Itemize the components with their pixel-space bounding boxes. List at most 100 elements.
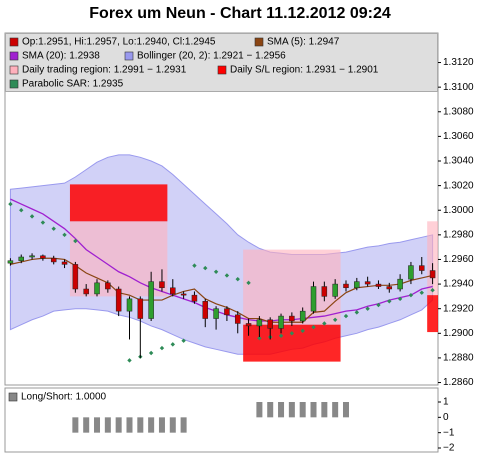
sar-point	[408, 292, 414, 298]
lower-plot: −2 −1 0 1 Long/Short: 1.0000	[8, 392, 455, 454]
candle-body	[234, 314, 241, 324]
sar-point	[203, 265, 208, 271]
y-tick-label: 1.3000	[443, 205, 474, 216]
legend-swatch	[217, 65, 227, 75]
y-tick-label: 1.3100	[443, 82, 474, 93]
sma5-line	[10, 257, 433, 323]
sar-point	[235, 276, 240, 282]
y-axis: 1.2860 1.2880 1.2900 1.2920 1.2940 1.2960 1.29…	[438, 57, 474, 388]
sar-point	[148, 350, 154, 356]
legend-swatch	[8, 392, 18, 402]
candle-body	[419, 265, 425, 271]
candle-body	[94, 282, 100, 295]
bar	[267, 402, 274, 418]
y-tick-label: 1.2880	[443, 353, 474, 364]
candle-body	[354, 281, 360, 289]
sar-point	[127, 358, 132, 363]
bar	[83, 417, 90, 433]
candle-body	[126, 298, 133, 312]
bar	[115, 417, 122, 433]
sar-point	[354, 310, 360, 315]
bar	[126, 417, 133, 433]
sar-point	[73, 238, 78, 244]
sar-point	[159, 345, 165, 351]
y-tick-label: 1.2940	[443, 279, 474, 290]
sl-region	[427, 295, 438, 333]
sar-point	[430, 288, 435, 293]
legend-label: Daily S/L region: 1.2931 − 1.2901	[230, 65, 379, 76]
candle-body	[332, 283, 338, 297]
candle-body	[83, 288, 89, 295]
legend-swatch	[9, 51, 19, 61]
bar	[310, 402, 317, 418]
sar-point	[300, 328, 305, 334]
y-tick-label: 1.3020	[443, 180, 474, 191]
y-tick-label: −2	[443, 443, 455, 454]
legend-label: SMA (5): 1.2947	[267, 37, 340, 48]
y-tick-label: 1.2860	[443, 377, 474, 388]
sar-point	[278, 333, 284, 338]
bar	[342, 402, 349, 418]
candle-body	[180, 293, 187, 296]
y-tick-label: 1.2980	[443, 229, 474, 240]
y-tick-label: 1.3040	[443, 156, 474, 167]
sar-point	[419, 290, 424, 295]
bar	[137, 417, 144, 433]
legend-background	[5, 33, 438, 92]
sar-point	[322, 321, 327, 326]
sar-point	[289, 331, 295, 336]
legend-swatch	[124, 51, 134, 61]
candle-body	[364, 281, 371, 285]
bar	[332, 402, 339, 418]
candle-body	[159, 281, 165, 289]
trading-region	[427, 221, 438, 296]
candle-body	[202, 301, 209, 319]
candle-body	[137, 298, 144, 319]
legend-label: Daily trading region: 1.2991 − 1.2931	[22, 65, 187, 76]
plot-area	[7, 154, 438, 363]
chart-title: Forex um Neun - Chart 11.12.2012 09:24	[89, 5, 391, 22]
legend-label: Bollinger (20, 2): 1.2921 − 1.2956	[137, 51, 286, 62]
candle-body	[375, 283, 382, 287]
y-tick-label: 1.3080	[443, 106, 474, 117]
sar-point	[257, 336, 262, 341]
candle-body	[191, 294, 198, 302]
sar-point	[8, 201, 13, 207]
candle-body	[170, 287, 176, 295]
sar-point	[224, 273, 230, 278]
legend: Op:1.2951, Hi:1.2957, Lo:1.2940, Cl:1.29…	[5, 33, 438, 92]
bar	[299, 402, 306, 418]
sar-point	[343, 313, 349, 319]
sar-point	[332, 317, 338, 322]
sar-point	[246, 280, 251, 286]
sar-point	[397, 296, 403, 302]
sl-region	[69, 184, 168, 222]
y-tick-label: 1	[443, 397, 449, 408]
candle-body	[224, 308, 230, 316]
y-tick-label: 1.2920	[443, 303, 474, 314]
candle-body	[148, 281, 154, 319]
candle-body	[29, 255, 35, 258]
sar-point	[376, 302, 381, 308]
candle-body	[289, 315, 295, 322]
legend-swatch	[9, 65, 19, 75]
candle-body	[105, 282, 111, 290]
candle-body	[213, 308, 219, 319]
bar	[148, 417, 155, 433]
sar-point	[181, 338, 186, 343]
legend-swatch	[9, 37, 19, 47]
y-tick-label: 1.2900	[443, 328, 474, 339]
candle-body	[278, 315, 284, 329]
sar-point	[387, 299, 392, 304]
bar	[94, 417, 101, 433]
legend-label: Parabolic SAR: 1.2935	[22, 79, 124, 90]
candle-body	[256, 319, 263, 327]
bar	[321, 402, 328, 418]
candle-body	[408, 265, 414, 280]
sar-point	[365, 306, 370, 311]
bar	[180, 417, 187, 433]
sl-region	[243, 324, 341, 362]
candle-body	[18, 256, 24, 261]
sar-point	[192, 263, 197, 268]
